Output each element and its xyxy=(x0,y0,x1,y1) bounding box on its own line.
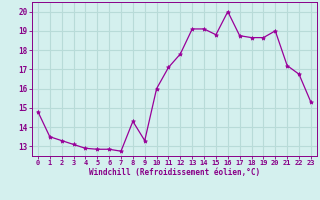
X-axis label: Windchill (Refroidissement éolien,°C): Windchill (Refroidissement éolien,°C) xyxy=(89,168,260,177)
